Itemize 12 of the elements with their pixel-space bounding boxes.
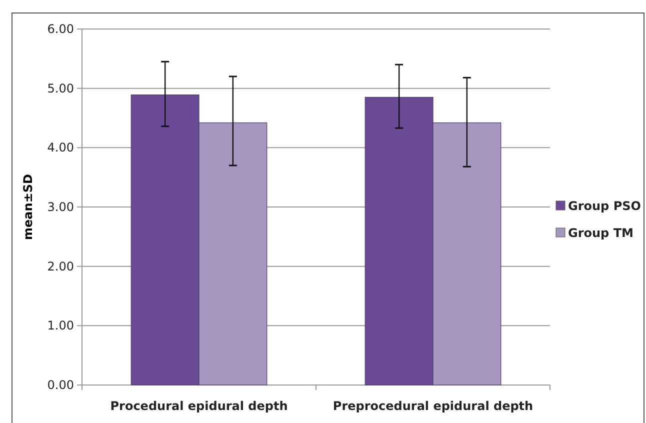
y-axis-title: mean±SD <box>21 174 35 240</box>
y-tick-label: 5.00 <box>47 81 74 96</box>
y-tick-label: 0.00 <box>47 378 74 392</box>
legend-label: Group PSO <box>568 199 641 213</box>
x-tick-label: Preprocedural epidural depth <box>332 399 534 413</box>
y-tick-label: 6.00 <box>47 22 74 36</box>
y-tick-label: 2.00 <box>47 259 74 274</box>
y-tick-label: 3.00 <box>47 200 74 214</box>
legend-label: Group TM <box>568 226 634 240</box>
y-tick-label: 1.00 <box>47 318 74 333</box>
y-tick-label: 4.00 <box>47 140 74 155</box>
x-tick-label: Procedural epidural depth <box>110 399 288 413</box>
